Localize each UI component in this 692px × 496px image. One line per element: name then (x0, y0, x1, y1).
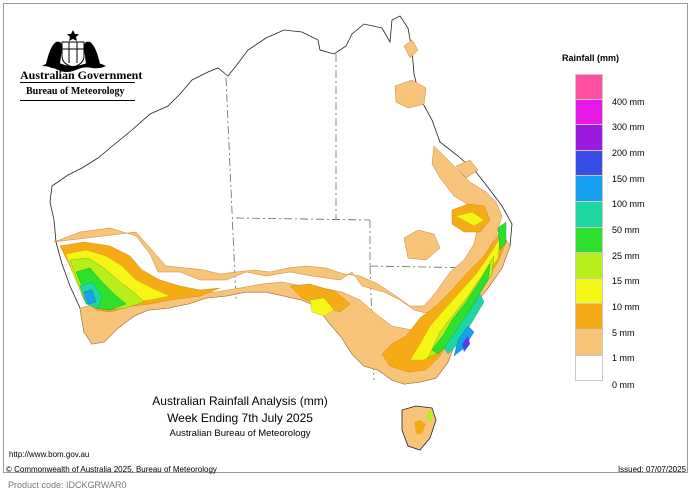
legend-label-25: 25 mm (612, 251, 640, 261)
legend-label-400: 400 mm (612, 97, 645, 107)
legend-label-10: 10 mm (612, 302, 640, 312)
legend-title: Rainfall (mm) (562, 53, 620, 63)
legend-label-1: 1 mm (612, 353, 635, 363)
bom-url-link[interactable]: http://www.bom.gov.au (9, 450, 90, 459)
legend-label-50: 50 mm (612, 225, 640, 235)
legend-label-0: 0 mm (612, 380, 635, 390)
legend-swatch-0 (575, 355, 603, 382)
legend-swatch-1 (575, 329, 603, 356)
legend-swatch-150 (575, 150, 603, 177)
issued-date: Issued: 07/07/2025 (617, 465, 686, 474)
legend-swatch-15 (575, 253, 603, 279)
legend-label-150: 150 mm (612, 174, 645, 184)
government-name: Australian Government (20, 68, 143, 82)
agency-name: Bureau of Meteorology (26, 86, 125, 97)
legend-swatch-25 (575, 227, 603, 254)
legend-swatch-50 (575, 201, 603, 228)
legend-colorbar (575, 74, 603, 382)
copyright-text: © Commonwealth of Australia 2025, Bureau… (6, 465, 217, 474)
legend-swatch-200 (575, 125, 603, 151)
legend-label-300: 300 mm (612, 122, 645, 132)
legend-label-5: 5 mm (612, 328, 635, 338)
legend-swatch-5 (575, 304, 603, 330)
map-subtitle: Week Ending 7th July 2025 (167, 411, 313, 425)
map-title: Australian Rainfall Analysis (mm) (152, 394, 328, 408)
legend-swatch-300 (575, 99, 603, 126)
rainfall-map (49, 15, 513, 451)
legend-label-100: 100 mm (612, 199, 645, 209)
coat-of-arms-icon (42, 30, 106, 72)
legend-swatch-400 (575, 74, 603, 100)
legend-label-200: 200 mm (612, 148, 645, 158)
legend-label-15: 15 mm (612, 276, 640, 286)
legend-swatch-10 (575, 278, 603, 305)
product-code: Product code: IDCKGRWAR0 (8, 480, 127, 490)
header-divider (20, 82, 135, 83)
map-credit: Australian Bureau of Meteorology (169, 428, 311, 439)
legend-swatch-100 (575, 176, 603, 202)
header-divider-bottom (20, 100, 135, 101)
